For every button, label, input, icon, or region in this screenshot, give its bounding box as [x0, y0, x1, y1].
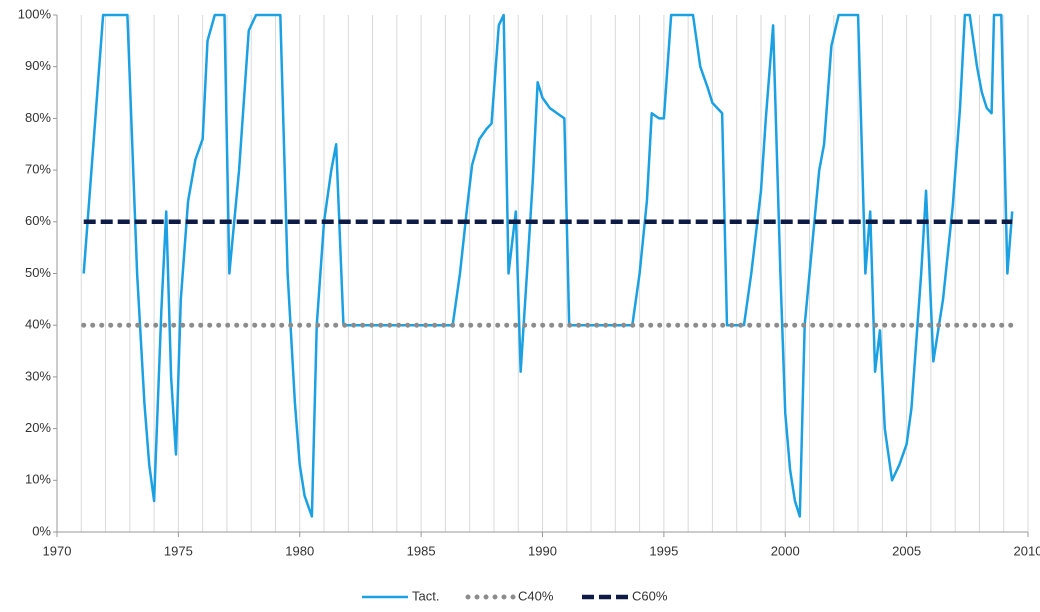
y-tick-label: 50%: [25, 265, 51, 280]
legend-label: Tact.: [412, 588, 439, 603]
x-tick-label: 1990: [528, 543, 557, 558]
y-tick-label: 10%: [25, 472, 51, 487]
series-line: [82, 13, 1014, 518]
y-tick-label: 0%: [32, 523, 51, 538]
y-tick-label: 30%: [25, 368, 51, 383]
x-tick-label: 2005: [892, 543, 921, 558]
y-tick-label: 60%: [25, 213, 51, 228]
x-tick-label: 1995: [649, 543, 678, 558]
y-tick-label: 100%: [18, 6, 52, 21]
legend-label: C40%: [518, 588, 554, 603]
y-tick-label: 70%: [25, 162, 51, 177]
x-tick-label: 1975: [164, 543, 193, 558]
x-tick-label: 1970: [43, 543, 72, 558]
x-tick-label: 2000: [771, 543, 800, 558]
x-tick-label: 2010: [1014, 543, 1040, 558]
legend-label: C60%: [632, 588, 668, 603]
y-tick-label: 20%: [25, 420, 51, 435]
y-tick-label: 80%: [25, 110, 51, 125]
y-tick-label: 90%: [25, 58, 51, 73]
y-tick-label: 40%: [25, 317, 51, 332]
x-tick-label: 1980: [285, 543, 314, 558]
x-tick-label: 1985: [407, 543, 436, 558]
